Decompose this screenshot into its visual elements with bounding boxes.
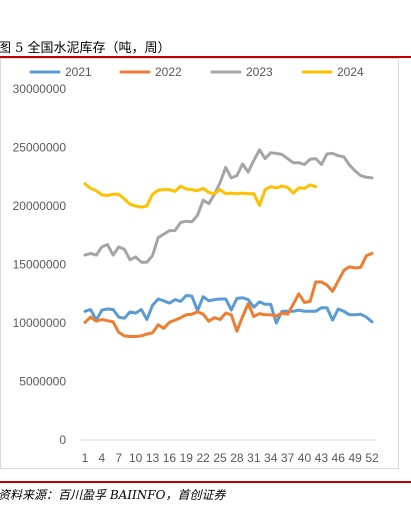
x-tick-label: 43 — [315, 451, 329, 465]
legend-label-2024: 2024 — [337, 65, 364, 79]
y-tick-label: 15000000 — [13, 258, 67, 272]
x-tick-label: 19 — [180, 451, 194, 465]
bottom-rule — [0, 481, 411, 483]
series-line-2024 — [83, 182, 318, 209]
x-tick-label: 22 — [196, 451, 210, 465]
legend-label-2021: 2021 — [65, 65, 92, 79]
x-tick-label: 40 — [298, 451, 312, 465]
x-tick-label: 37 — [281, 451, 295, 465]
x-tick-label: 46 — [332, 451, 346, 465]
plot-frame — [0, 58, 399, 469]
x-tick-label: 4 — [99, 451, 106, 465]
x-tick-label: 1 — [82, 451, 89, 465]
x-tick-label: 34 — [264, 451, 278, 465]
series-line-2022 — [83, 251, 374, 338]
figure-title: 图 5 全国水泥库存（吨，周） — [0, 41, 171, 56]
legend-label-2022: 2022 — [155, 65, 182, 79]
series-line-2023 — [83, 148, 374, 264]
top-rule — [0, 56, 411, 58]
y-tick-label: 10000000 — [13, 316, 67, 330]
series-group — [83, 148, 374, 338]
x-axis-ticks: 1 4 7 10 13 16 19 22 25 28 31 34 37 40 43 46 49 52 — [82, 451, 379, 465]
y-tick-label: 0 — [59, 433, 66, 447]
x-tick-label: 7 — [115, 451, 122, 465]
x-tick-label: 25 — [213, 451, 227, 465]
y-tick-label: 5000000 — [19, 375, 66, 389]
x-tick-label: 31 — [247, 451, 261, 465]
y-axis-ticks: 0 5000000 10000000 15000000 20000000 25000000… — [13, 82, 67, 447]
line-chart: 2021 2022 2023 2024 0 5000000 10000000 1500000… — [0, 58, 399, 469]
series-line-2021 — [83, 294, 374, 325]
y-tick-label: 20000000 — [13, 199, 67, 213]
x-tick-label: 28 — [230, 451, 244, 465]
x-tick-label: 10 — [129, 451, 143, 465]
x-tick-label: 16 — [163, 451, 177, 465]
y-tick-label: 30000000 — [13, 82, 67, 96]
x-tick-label: 49 — [348, 451, 362, 465]
legend: 2021 2022 2023 2024 — [29, 65, 364, 79]
y-tick-label: 25000000 — [13, 141, 67, 155]
x-tick-label: 52 — [365, 451, 379, 465]
legend-label-2023: 2023 — [246, 65, 273, 79]
source-note: 资料来源：百川盈孚 BAIINFO，首创证券 — [0, 488, 226, 502]
x-tick-label: 13 — [146, 451, 160, 465]
